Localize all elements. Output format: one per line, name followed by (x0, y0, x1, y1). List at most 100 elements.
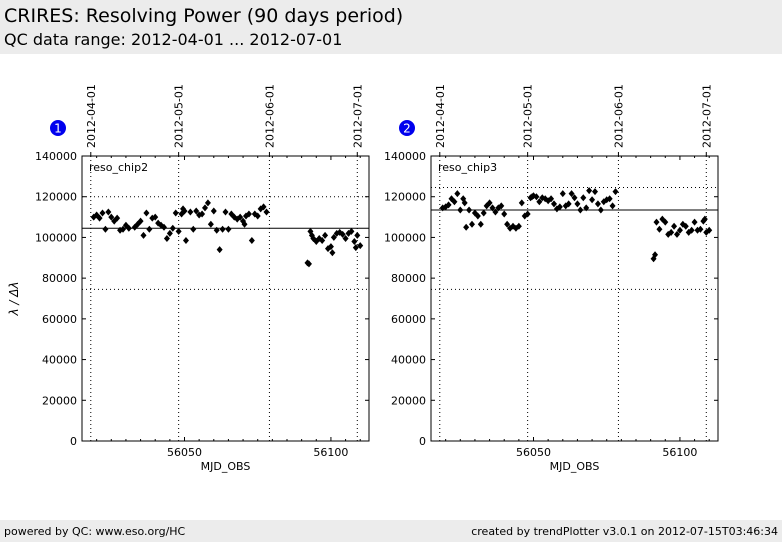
data-point (207, 220, 214, 228)
data-point (305, 260, 312, 268)
x-tick-label: 56100 (313, 446, 348, 459)
data-point (241, 220, 248, 228)
data-point (330, 233, 337, 241)
data-point (102, 225, 109, 233)
data-point (204, 199, 211, 207)
data-point (492, 208, 499, 216)
data-point (143, 209, 150, 217)
data-point (568, 190, 575, 198)
y-tick-label: 120000 (384, 191, 426, 204)
y-tick-label: 20000 (42, 394, 77, 407)
data-point (193, 207, 200, 215)
data-point (125, 224, 132, 232)
data-point (163, 234, 170, 242)
plots-area: 0200004000060000800001000001200001400005… (7, 84, 719, 473)
x-tick-label: 56100 (662, 446, 697, 459)
data-point (609, 202, 616, 210)
data-point (515, 222, 522, 230)
y-axis-label: λ / Δλ (7, 281, 21, 316)
date-tick-label: 2012-07-01 (700, 84, 713, 148)
y-tick-label: 20000 (391, 394, 426, 407)
data-point (199, 210, 206, 218)
data-point (245, 210, 252, 218)
y-tick-label: 80000 (42, 272, 77, 285)
data-point (322, 231, 329, 239)
page-title: CRIRES: Resolving Power (90 days period) (4, 5, 404, 27)
data-point (489, 204, 496, 212)
data-point (172, 209, 179, 217)
date-tick-label: 2012-07-01 (351, 84, 364, 148)
data-point (454, 190, 461, 198)
data-point (518, 199, 525, 207)
data-point (580, 194, 587, 202)
plot-frame (430, 155, 719, 442)
data-point (152, 213, 159, 221)
panel-number-label: 1 (54, 122, 62, 136)
data-point (548, 195, 555, 203)
data-point (161, 223, 167, 231)
data-point (216, 246, 223, 254)
data-point (327, 243, 334, 251)
report-footer (0, 520, 782, 542)
data-point (175, 227, 182, 235)
data-point (263, 208, 270, 216)
data-point (706, 226, 713, 234)
data-point (137, 217, 144, 225)
data-point (571, 194, 578, 202)
data-point (105, 208, 112, 216)
data-point (676, 226, 683, 234)
y-tick-label: 40000 (391, 354, 426, 367)
report-header (0, 0, 782, 54)
y-tick-label: 80000 (391, 272, 426, 285)
y-tick-label: 60000 (391, 313, 426, 326)
data-point (650, 255, 657, 263)
data-point (480, 209, 487, 217)
date-tick-label: 2012-04-01 (85, 84, 98, 148)
panel-number-badge (399, 120, 415, 136)
data-point (329, 249, 336, 257)
data-point (190, 225, 197, 233)
data-point (357, 242, 364, 250)
data-point (225, 225, 232, 233)
x-axis-label: MJD_OBS (201, 460, 251, 473)
data-point (477, 220, 484, 228)
panel-number-badge (50, 120, 66, 136)
data-point (606, 195, 613, 203)
data-point (574, 200, 581, 208)
data-point (181, 207, 188, 215)
data-point (166, 229, 173, 237)
data-point (260, 203, 267, 211)
panel-number-label: 2 (403, 122, 411, 136)
data-point (682, 222, 689, 230)
data-point (668, 228, 675, 236)
data-point (457, 206, 464, 214)
data-point (701, 215, 708, 223)
data-point (219, 225, 226, 233)
y-tick-label: 100000 (384, 231, 426, 244)
data-point (213, 226, 220, 234)
data-point (474, 212, 481, 220)
data-point (551, 200, 557, 208)
page-subtitle: QC data range: 2012-04-01 ... 2012-07-01 (4, 30, 343, 49)
data-point (146, 225, 153, 233)
data-point (469, 220, 475, 228)
data-point (501, 210, 508, 218)
data-point (533, 193, 540, 201)
data-point (140, 231, 147, 239)
footer-created-by: created by trendPlotter v3.0.1 on 2012-0… (471, 525, 778, 538)
date-tick-label: 2012-06-01 (263, 84, 276, 148)
footer-powered-by: powered by QC: www.eso.org/HC (4, 525, 186, 538)
x-tick-label: 56050 (167, 446, 202, 459)
data-point (352, 244, 359, 252)
y-tick-label: 0 (419, 435, 426, 448)
y-tick-label: 140000 (35, 150, 77, 163)
data-point (688, 226, 695, 234)
data-point (565, 200, 572, 208)
x-tick-label: 56050 (516, 446, 551, 459)
y-tick-label: 0 (70, 435, 77, 448)
data-point (445, 201, 452, 209)
y-tick-label: 40000 (42, 354, 77, 367)
x-axis-label: MJD_OBS (550, 460, 600, 473)
date-tick-label: 2012-04-01 (434, 84, 447, 148)
data-point (222, 208, 229, 216)
